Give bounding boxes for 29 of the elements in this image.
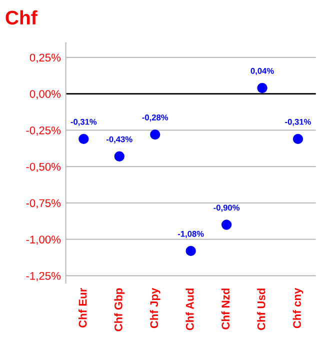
data-label: -1,08%: [178, 230, 204, 238]
point: [257, 82, 268, 94]
point: [150, 129, 160, 140]
y-tick-label: -1,00%: [26, 236, 61, 245]
y-tick-label: -0,50%: [26, 162, 61, 172]
point: [292, 134, 304, 144]
point: [114, 151, 124, 162]
y-tick-label: 0,00%: [30, 90, 61, 100]
point: [78, 134, 89, 144]
x-tick-label: Chf Nzd: [221, 288, 230, 330]
y-tick-label: -0,25%: [26, 126, 61, 136]
data-label: 0,04%: [250, 68, 274, 76]
x-tick-label: Chf cny: [292, 288, 304, 328]
x-tick-label: Chf Eur: [78, 288, 87, 328]
data-label: -0,28%: [142, 114, 168, 122]
x-tick-label: Chf Aud: [186, 288, 194, 330]
data-label: -0,90%: [214, 204, 240, 212]
chart-title: Chf: [6, 10, 38, 25]
y-tick-label: 0,25%: [30, 54, 61, 63]
x-tick-label: Chf Usd: [257, 288, 266, 330]
data-label: -0,31%: [70, 118, 97, 126]
point: [186, 246, 196, 256]
y-tick-label: -0,75%: [26, 199, 61, 208]
data-label: -0,43%: [106, 136, 132, 144]
data-label: -0,31%: [285, 118, 311, 126]
y-tick-label: -1,25%: [26, 272, 61, 282]
point: [221, 220, 232, 230]
x-tick-label: Chf Jpy: [150, 288, 160, 328]
x-tick-label: Chf Gbp: [114, 288, 125, 332]
